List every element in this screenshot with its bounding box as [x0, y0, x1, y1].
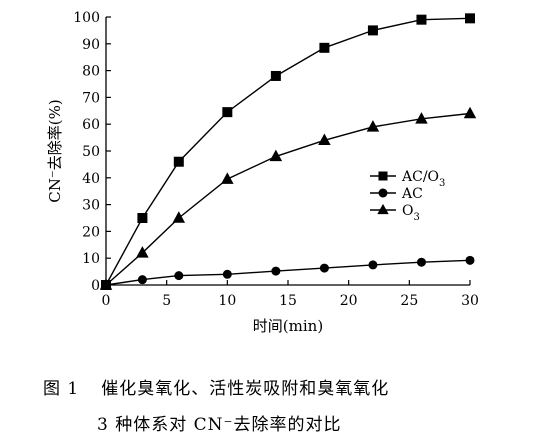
caption-text-1: 催化臭氧化、活性炭吸附和臭氧氧化 — [101, 379, 390, 399]
x-tick-label: 25 — [400, 293, 418, 309]
data-point — [136, 246, 149, 258]
y-tick-label: 80 — [82, 64, 100, 80]
y-tick-label: 20 — [82, 224, 100, 240]
data-point — [318, 133, 331, 146]
y-tick-label: 60 — [82, 117, 100, 133]
series-triangle — [99, 106, 477, 290]
x-axis-ticks: 0 5 10 15 20 25 30 — [102, 280, 479, 309]
series-layer — [99, 13, 477, 290]
x-tick-label: 5 — [162, 293, 171, 309]
series-circle — [101, 255, 475, 290]
data-point — [416, 14, 427, 25]
figure-number: 图 1 — [43, 379, 80, 399]
data-point — [367, 25, 378, 36]
data-point — [222, 269, 232, 279]
y-tick-label: 40 — [82, 171, 100, 187]
x-tick-label: 30 — [461, 293, 479, 309]
data-point — [269, 149, 283, 162]
chart: 0 5 10 15 20 25 30 0 10 20 30 40 50 60 70 80 90 100 AC/O… — [46, 10, 479, 335]
legend-item: O3 — [370, 203, 420, 223]
data-point — [415, 112, 428, 124]
data-point — [137, 275, 147, 285]
y-axis-label: CN⁻去除率(%) — [46, 99, 64, 202]
data-point — [174, 271, 184, 281]
data-point — [366, 120, 380, 132]
legend-item: AC/O3 — [370, 169, 445, 189]
data-point — [463, 106, 477, 119]
legend-marker — [378, 171, 388, 181]
data-point — [319, 42, 330, 53]
data-point — [99, 278, 113, 290]
data-point — [319, 263, 329, 273]
x-tick-label: 20 — [340, 293, 358, 309]
data-point — [221, 172, 234, 184]
data-point — [465, 255, 475, 265]
y-tick-label: 70 — [82, 90, 100, 106]
data-point — [172, 211, 186, 223]
legend-marker — [378, 188, 388, 198]
figure-caption-line-1: 图 1 催化臭氧化、活性炭吸附和臭氧氧化 — [43, 374, 534, 399]
data-point — [368, 260, 378, 270]
data-point — [270, 70, 281, 81]
y-tick-label: 0 — [91, 278, 100, 294]
x-tick-label: 0 — [102, 293, 111, 309]
y-tick-label: 30 — [82, 198, 100, 214]
data-point — [173, 156, 184, 167]
data-point — [416, 257, 426, 267]
x-tick-label: 15 — [279, 293, 297, 309]
y-tick-label: 90 — [82, 37, 100, 53]
x-tick-label: 10 — [218, 293, 236, 309]
y-tick-label: 100 — [73, 10, 100, 26]
data-point — [137, 213, 148, 223]
data-point — [222, 107, 233, 118]
caption-text-2: 3 种体系对 CN⁻去除率的对比 — [97, 415, 342, 435]
legend-label: AC — [401, 186, 423, 202]
legend-label: O3 — [402, 203, 420, 223]
data-point — [465, 13, 475, 24]
legend-item: AC — [370, 186, 423, 202]
legend-marker — [377, 203, 389, 215]
data-point — [271, 266, 281, 276]
legend-label: AC/O3 — [401, 169, 445, 189]
chart-axes — [105, 17, 470, 286]
figure-caption-line-2: 3 种体系对 CN⁻去除率的对比 — [97, 410, 534, 435]
y-axis-ticks: 0 10 20 30 40 50 60 70 80 90 100 — [73, 10, 111, 294]
y-tick-label: 50 — [82, 144, 100, 160]
x-axis-label: 时间(min) — [253, 317, 323, 335]
y-tick-label: 10 — [82, 251, 100, 267]
